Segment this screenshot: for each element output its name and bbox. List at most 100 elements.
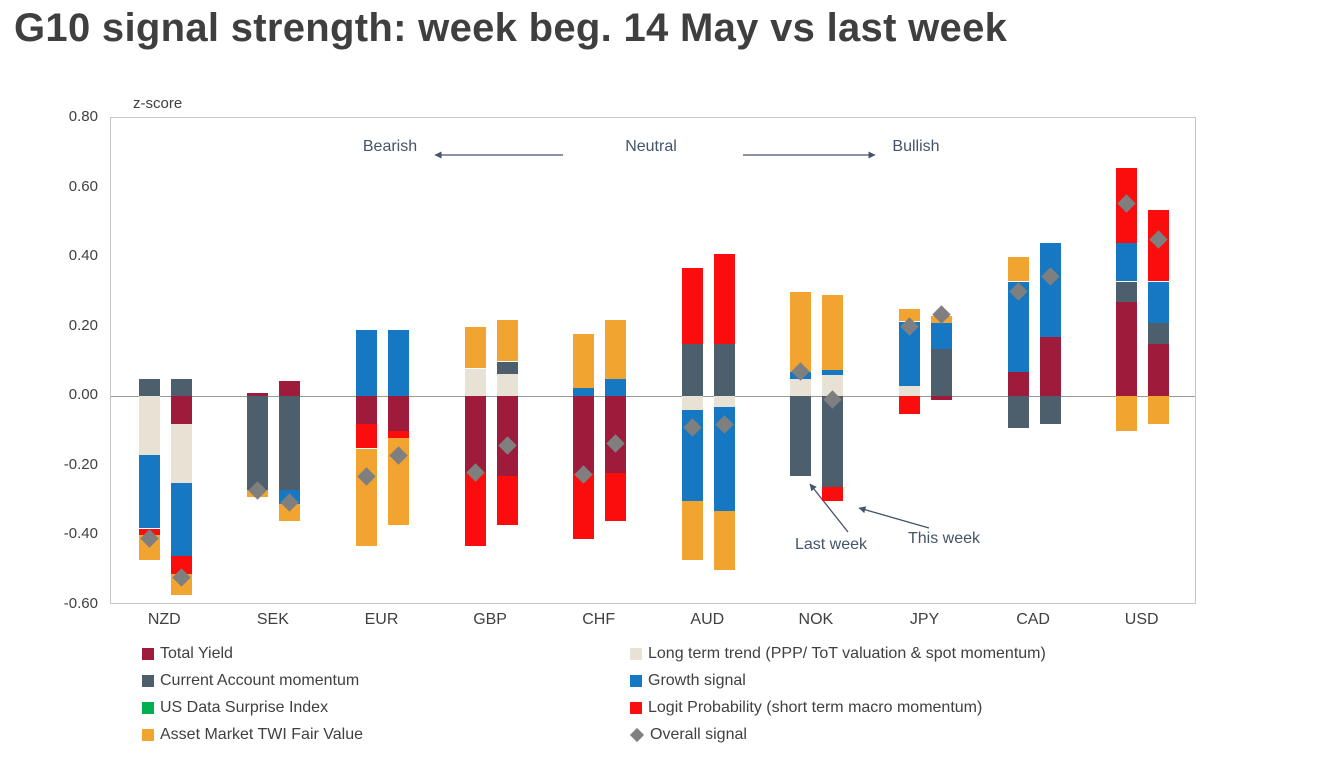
y-axis-tick-label: 0.00 (68, 386, 98, 404)
segment-cad-last_week-total_yield (1007, 371, 1029, 397)
legend-label-overall: Overall signal (650, 726, 747, 743)
y-axis-tick-label: -0.20 (63, 455, 98, 473)
segment-sek-this_week-current_account (279, 396, 301, 491)
segment-nok-this_week-current_account (822, 396, 844, 487)
segment-nok-last_week-current_account (790, 396, 812, 477)
segment-jpy-last_week-growth (899, 321, 920, 386)
segment-cad-this_week-current_account (1039, 396, 1061, 425)
segment-aud-last_week-growth (681, 410, 703, 501)
legend-swatch-icon (142, 648, 154, 660)
x-axis-label-cad: CAD (1016, 611, 1050, 628)
segment-usd-last_week-growth (1116, 243, 1138, 282)
legend-swatch-icon (142, 702, 154, 714)
y-axis-title: z-score (133, 95, 183, 112)
segment-gbp-last_week-total_yield (464, 396, 486, 473)
x-axis-label-usd: USD (1124, 611, 1159, 628)
legend-label-twi: Asset Market TWI Fair Value (160, 726, 364, 743)
segment-jpy-last_week-twi (899, 309, 920, 322)
legend-item-us_surprise: US Data Surprise Index (142, 699, 328, 717)
segment-nok-this_week-growth (822, 370, 844, 376)
segment-eur-last_week-total_yield (356, 396, 377, 425)
segment-chf-last_week-growth (573, 387, 595, 397)
annotation-arrows-layer (434, 151, 930, 533)
legend-label-growth: Growth signal (648, 672, 746, 689)
legend-label-total_yield: Total Yield (160, 645, 233, 662)
segment-usd-this_week-growth (1148, 281, 1170, 324)
legend-swatch-icon (630, 675, 642, 687)
legend-item-twi: Asset Market TWI Fair Value (142, 726, 363, 744)
segment-jpy-this_week-total_yield (931, 396, 952, 400)
y-axis-tick-label: 0.20 (68, 316, 98, 334)
segment-chf-last_week-total_yield (573, 396, 595, 473)
segment-eur-last_week-growth (356, 330, 377, 397)
segment-aud-last_week-long_term_trend (681, 396, 703, 411)
segment-nzd-last_week-current_account (138, 378, 160, 397)
x-axis-label-eur: EUR (364, 611, 399, 628)
segment-nzd-last_week-long_term_trend (138, 396, 160, 456)
segment-nok-this_week-long_term_trend (822, 375, 844, 397)
segment-usd-this_week-current_account (1148, 323, 1170, 345)
segment-usd-this_week-total_yield (1148, 344, 1170, 397)
legend-label-us_surprise: US Data Surprise Index (160, 699, 329, 716)
segment-chf-last_week-logit (573, 472, 595, 539)
annotation-bearish: Bearish (362, 138, 418, 155)
legend-diamond-icon (629, 727, 645, 743)
segment-aud-this_week-twi (713, 511, 735, 571)
segment-nzd-last_week-growth (138, 455, 160, 529)
segment-jpy-last_week-long_term_trend (899, 385, 920, 397)
segment-gbp-this_week-twi (496, 319, 518, 362)
x-axis-label-jpy: JPY (909, 611, 940, 628)
segment-sek-last_week-total_yield (247, 392, 269, 397)
segment-sek-this_week-total_yield (279, 380, 301, 397)
segment-nok-last_week-long_term_trend (790, 378, 812, 397)
segment-gbp-this_week-logit (496, 476, 518, 525)
segment-nzd-this_week-total_yield (170, 396, 192, 425)
segment-gbp-last_week-twi (464, 326, 486, 369)
legend-label-logit: Logit Probability (short term macro mome… (648, 699, 983, 716)
plot-area: Bearish Neutral Bullish Last week This w… (110, 117, 1196, 604)
legend-item-long_term_trend: Long term trend (PPP/ ToT valuation & sp… (630, 645, 1046, 663)
y-axis-tick-label: 0.80 (68, 108, 98, 125)
segment-cad-last_week-current_account (1007, 396, 1029, 428)
legend-swatch-icon (142, 675, 154, 687)
segment-nok-this_week-twi (822, 295, 844, 371)
segment-aud-last_week-logit (681, 267, 703, 345)
legend-label-long_term_trend: Long term trend (PPP/ ToT valuation & sp… (648, 645, 1046, 662)
legend-item-total_yield: Total Yield (142, 645, 233, 663)
legend-swatch-icon (142, 729, 154, 741)
segment-eur-this_week-logit (388, 431, 409, 439)
legend-item-logit: Logit Probability (short term macro mome… (630, 699, 982, 717)
segment-gbp-last_week-long_term_trend (464, 368, 486, 397)
x-axis-label-sek: SEK (256, 611, 289, 628)
x-axis-label-nok: NOK (798, 611, 834, 628)
segment-nzd-this_week-logit (170, 556, 192, 574)
x-axis-label-nzd: NZD (147, 611, 181, 628)
segment-eur-this_week-growth (388, 330, 409, 397)
this-week-arrow-icon (858, 506, 930, 529)
y-axis-tick-label: -0.40 (63, 525, 98, 543)
segment-cad-last_week-twi (1007, 257, 1029, 282)
y-axis-tick-label: 0.60 (68, 177, 98, 195)
segment-sek-last_week-current_account (247, 396, 269, 491)
segment-aud-last_week-current_account (681, 344, 703, 397)
segment-nok-last_week-twi (790, 291, 812, 372)
chart-title: G10 signal strength: week beg. 14 May vs… (14, 6, 1008, 50)
segment-eur-this_week-total_yield (388, 396, 409, 432)
legend-label-current_account: Current Account momentum (160, 672, 360, 689)
segment-sek-this_week-twi (279, 504, 301, 522)
annotation-neutral: Neutral (625, 138, 677, 155)
annotation-this-week: This week (907, 530, 981, 547)
segment-eur-last_week-twi (356, 448, 377, 546)
annotation-bullish: Bullish (892, 138, 940, 155)
legend-item-current_account: Current Account momentum (142, 672, 359, 690)
segment-chf-this_week-twi (605, 319, 627, 379)
segment-cad-this_week-growth (1039, 243, 1061, 338)
segment-usd-last_week-current_account (1116, 281, 1138, 303)
segment-jpy-this_week-growth (931, 323, 952, 350)
annotation-last-week: Last week (794, 536, 868, 553)
segment-jpy-this_week-current_account (931, 349, 952, 397)
segment-chf-this_week-growth (605, 378, 627, 397)
segment-chf-this_week-logit (605, 472, 627, 522)
y-axis-tick-label: 0.40 (68, 247, 98, 265)
